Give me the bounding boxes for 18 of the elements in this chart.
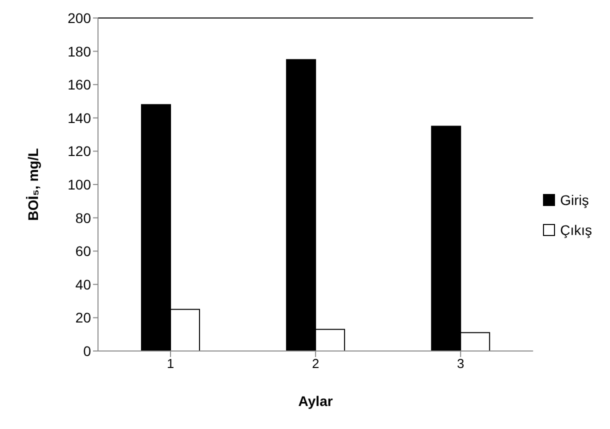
y-tick-label: 0 [83,342,92,359]
x-tick-label: 2 [312,356,320,372]
y-tick-label: 80 [75,210,92,226]
y-tick-label: 140 [68,110,92,126]
y-tick-label: 200 [68,10,92,26]
y-tick-label: 100 [68,176,92,192]
x-axis-title: Aylar [298,393,334,409]
legend-label: Giriş [560,190,589,210]
y-axis-title: BOİ₅, mg/L [24,148,41,221]
legend-label: Çıkış [560,220,592,240]
y-tick-label: 180 [68,43,92,60]
y-tick-label: 40 [75,276,92,292]
x-tick-label: 1 [166,356,174,372]
y-tick-label: 160 [68,76,92,93]
y-tick-label: 120 [68,143,92,160]
y-tick-label: 60 [75,243,92,260]
x-tick-label: 3 [456,356,464,372]
y-tick-label: 20 [75,310,92,326]
